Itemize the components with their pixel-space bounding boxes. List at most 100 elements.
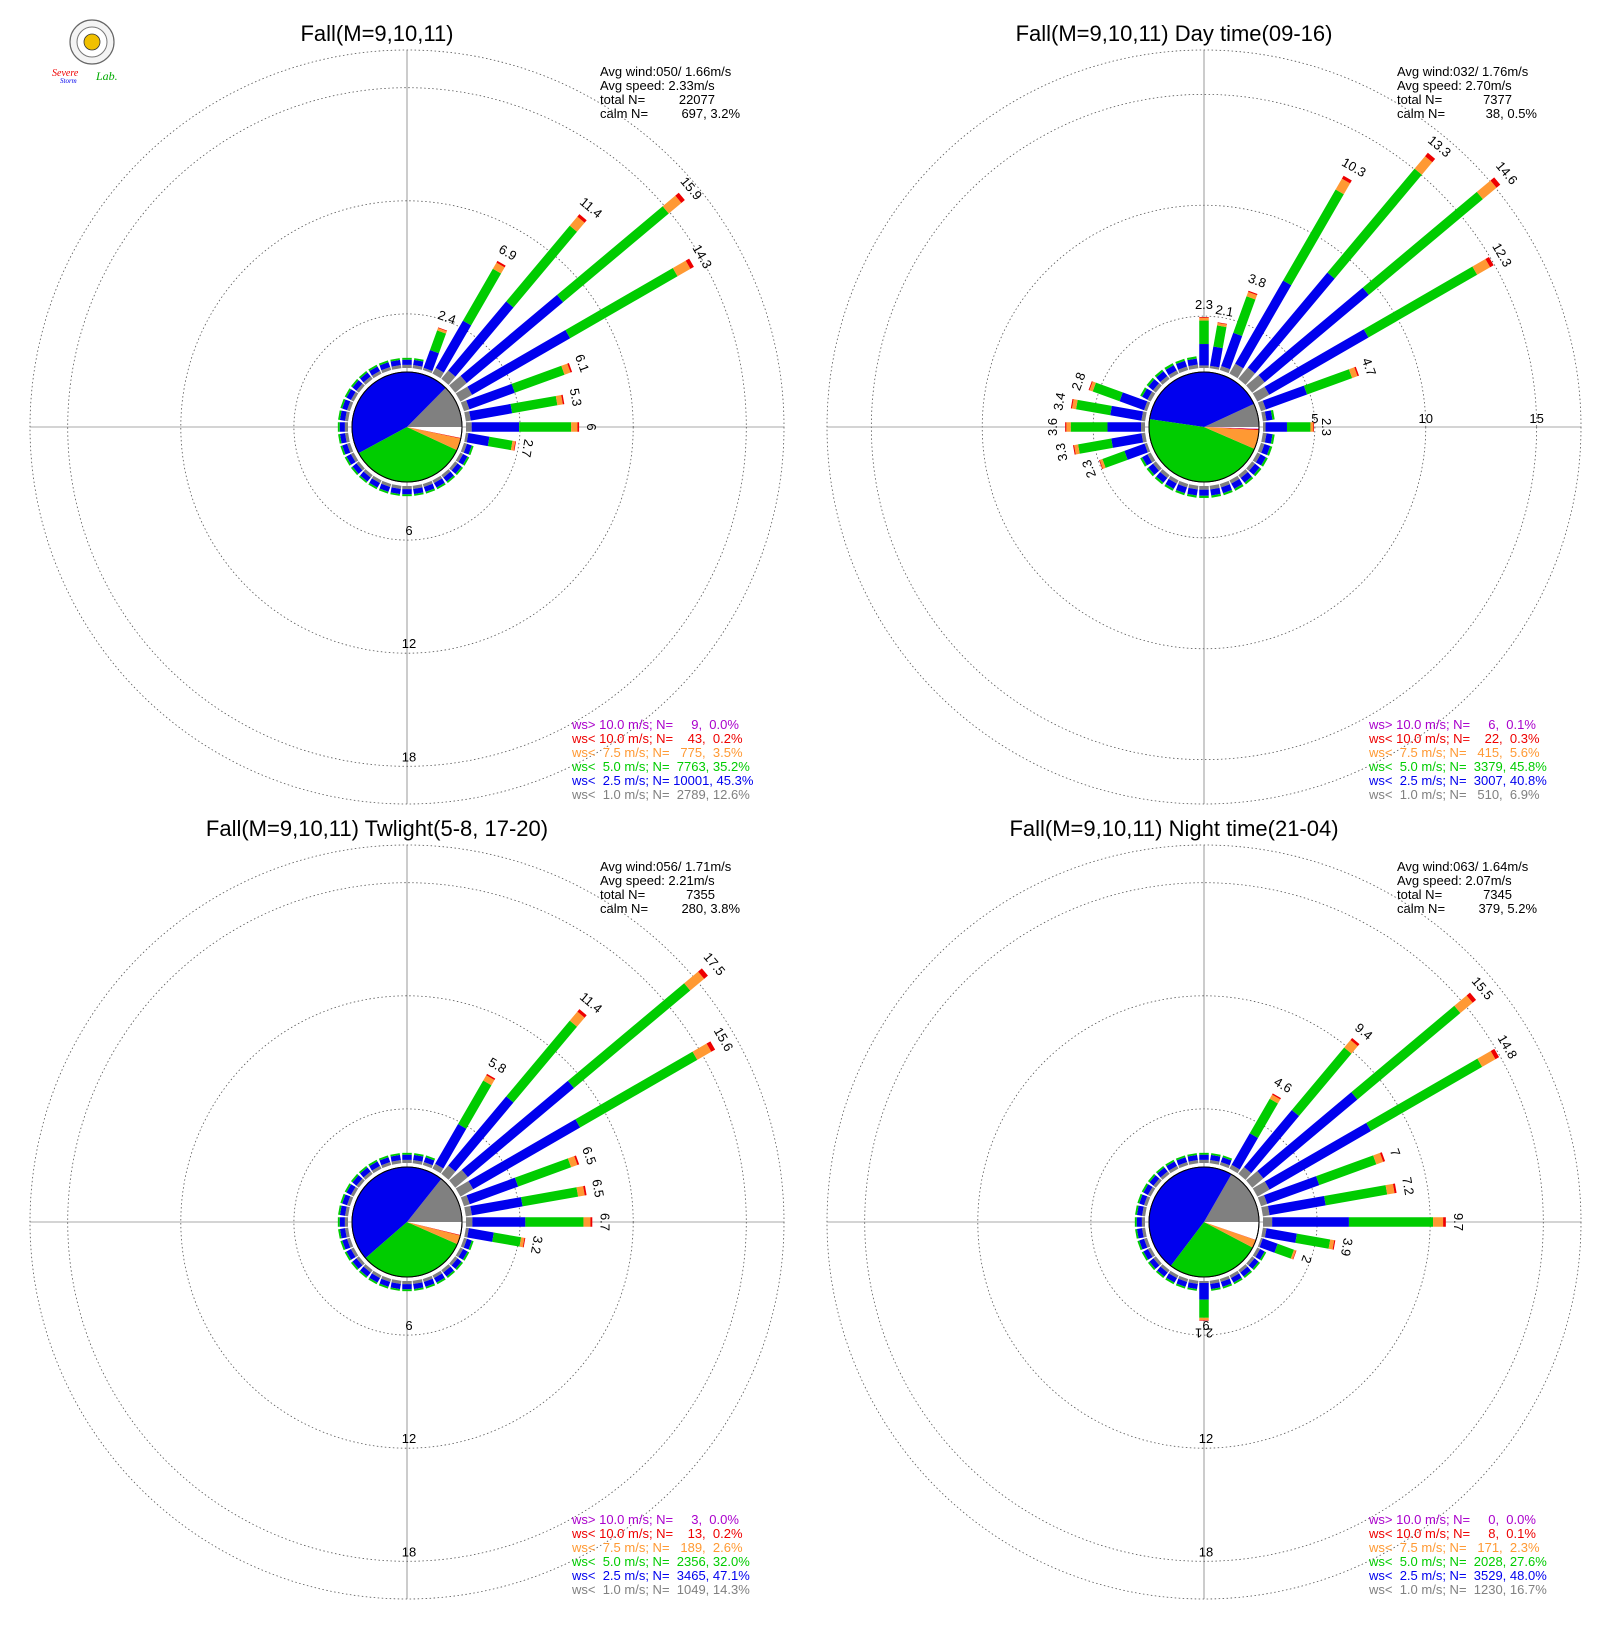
rose-bar-segment-blue <box>1119 392 1148 411</box>
total-n-value: 7377 <box>1483 92 1512 107</box>
rose-bar-segment-green <box>1366 1058 1483 1132</box>
rose-bar-segment-gray <box>1141 411 1147 422</box>
rose-bar-segment-gray <box>1144 1196 1151 1207</box>
rose-bar-segment-gray <box>432 475 443 484</box>
rose-bar-segment-green <box>344 388 352 398</box>
rose-bar-segment-green <box>1283 189 1344 286</box>
bar-value-label: 6.1 <box>572 352 592 374</box>
rose-bar-segment-blue <box>1110 405 1144 421</box>
ring-label: 12 <box>402 1431 416 1446</box>
wind-rose-panel-4: 6 12 18 Fall(M=9,10,11) Night time(21-04) Av… <box>826 816 1582 1600</box>
rose-bar-segment-green <box>436 1277 446 1285</box>
wind-rose-panel-2: 5 10 15 Fall(M=9,10,11) Day time(09-16) Avg … <box>826 21 1582 805</box>
rose-bar-segment-gray <box>1257 1195 1268 1207</box>
ring-label: 12 <box>402 636 416 651</box>
logo-text-storm: Storm <box>60 77 77 85</box>
rose-bar-segment-gray <box>464 1206 472 1217</box>
rose-bar-segment-gray <box>1219 365 1231 374</box>
total-n-label: total N= <box>1397 887 1442 902</box>
rose-bar-segment-green <box>358 475 368 484</box>
rose-bar-segment-green <box>1223 489 1233 496</box>
pie-slice-green <box>1170 1222 1253 1277</box>
rose-bar-segment-blue <box>1148 379 1160 391</box>
rose-bar-segment-green <box>1261 457 1268 467</box>
rose-bar-segment-green <box>1316 1155 1377 1186</box>
rose-bar-segment-gray <box>455 1181 474 1197</box>
rose-bar-segment-gray <box>412 365 423 370</box>
bar-value-label: 2.1 <box>1195 1326 1213 1341</box>
rose-bar-segment-green <box>1164 363 1174 370</box>
ring-label: 18 <box>402 749 416 764</box>
rose-bar-segment-green <box>1102 450 1128 468</box>
bar-value-label: 6.7 <box>597 1213 612 1231</box>
ring-label: 15 <box>1529 411 1543 426</box>
pie-slice-purple <box>1204 427 1259 430</box>
rose-bar-segment-green <box>468 1240 474 1251</box>
legend-entry-orange: ws< 7.5 m/s; N= 415, 5.6% <box>1368 745 1540 760</box>
rose-bar-segment-gray <box>350 391 359 402</box>
rose-bar-segment-green <box>344 1183 352 1193</box>
rose-bar-segment-green <box>575 1051 698 1128</box>
logo-text-severe: Severe <box>52 68 79 79</box>
rose-bar-segment-red <box>496 260 506 268</box>
rose-bar-segment-gray <box>1188 484 1199 490</box>
panel-title: Fall(M=9,10,11) <box>300 21 453 46</box>
rose-bar-segment-green <box>455 1261 464 1271</box>
rose-bar-segment-blue <box>339 433 347 444</box>
calm-n-value: 379, 5.2% <box>1478 901 1537 916</box>
rose-bar-segment-blue <box>1165 478 1177 489</box>
bar-value-label: 3.6 <box>1045 418 1060 436</box>
rose-bar-segment-gray <box>422 1275 433 1282</box>
rose-bar-segment-blue <box>1264 329 1369 395</box>
bar-value-label: 2.4 <box>436 307 458 327</box>
rose-bar-segment-gray <box>345 411 350 422</box>
rose-bar-segment-gray <box>441 370 456 385</box>
rose-bar-segment-orange <box>483 1075 495 1086</box>
rose-bar-segment-blue <box>352 380 363 391</box>
rose-bar-segment-blue <box>360 471 371 482</box>
rose-bar-segment-green <box>1222 1155 1233 1161</box>
calm-n-label: calm N= <box>600 901 648 916</box>
rose-bar-segment-green <box>520 1187 579 1207</box>
bar-value-label: 2.1 <box>1214 302 1234 320</box>
pie-outline <box>351 371 463 483</box>
rose-bar-segment-gray <box>432 367 444 379</box>
rose-bar-segment-red <box>1466 992 1477 1003</box>
rose-bar-segment-gray <box>422 480 433 487</box>
rose-bar-segment-gray <box>460 442 467 453</box>
logo-star-icon <box>83 33 101 51</box>
legend-entry-purple: ws> 10.0 m/s; N= 3, 0.0% <box>571 1512 739 1527</box>
rose-bar-segment-gray <box>381 480 392 487</box>
pie-slice-red <box>407 427 461 439</box>
rose-bar-segment-blue <box>466 383 515 410</box>
rose-bar-segment-green <box>1141 1251 1149 1261</box>
legend-entry-orange: ws< 7.5 m/s; N= 171, 2.3% <box>1368 1540 1540 1555</box>
rose-bar-segment-green <box>511 365 565 393</box>
rose-bar-segment-gray <box>356 461 365 471</box>
rose-bar-segment-green <box>378 360 389 366</box>
rose-bar-segment-blue <box>1111 433 1144 448</box>
rose-bar-segment-blue <box>1143 1248 1153 1260</box>
rose-bar-segment-gray <box>1238 1166 1252 1180</box>
legend-entry-purple: ws> 10.0 m/s; N= 0, 0.0% <box>1368 1512 1536 1527</box>
rose-bar-segment-gray <box>1209 1279 1220 1284</box>
rose-bar-segment-gray <box>1153 1256 1162 1266</box>
rose-bar-segment-green <box>425 1283 436 1289</box>
rose-bar-segment-blue <box>1264 1122 1372 1190</box>
rose-bar-segment-gray <box>1152 383 1162 393</box>
rose-bar-segment-blue <box>435 1124 467 1169</box>
rose-bar-segment-blue <box>346 1248 356 1260</box>
rose-bar-segment-green <box>1274 1243 1295 1259</box>
rose-bar-segment-blue <box>461 1080 575 1178</box>
rose-bar-segment-blue <box>352 1175 363 1186</box>
rose-bar-segment-gray <box>1168 475 1179 484</box>
rose-bar-segment-blue <box>423 483 435 492</box>
rose-bar-segment-green <box>1363 266 1478 338</box>
rose-bar-segment-blue <box>460 294 564 384</box>
bar-value-label: 5.3 <box>567 387 585 407</box>
rose-bar-segment-green <box>1155 1270 1165 1279</box>
rose-bar-segment-red <box>567 363 573 373</box>
rose-bar-segment-blue <box>1257 1092 1358 1179</box>
pie-slice-orange <box>407 1222 461 1245</box>
rose-bar-segment-red <box>706 1041 716 1052</box>
